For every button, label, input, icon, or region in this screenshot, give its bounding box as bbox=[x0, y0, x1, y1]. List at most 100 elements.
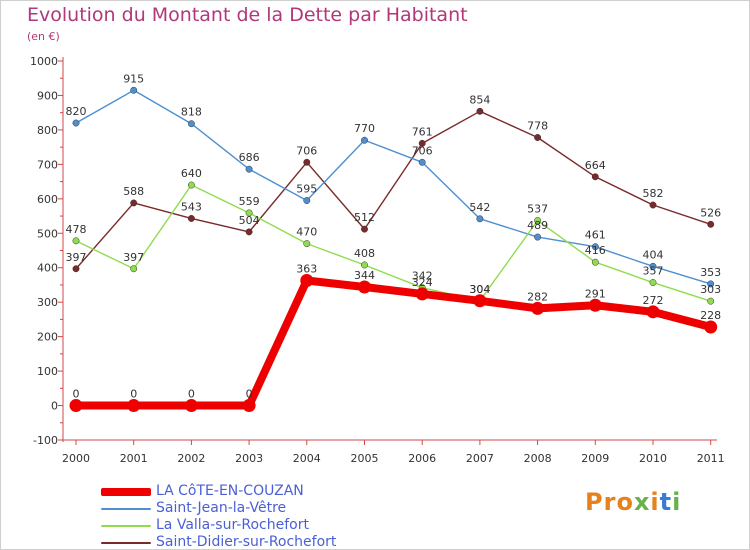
logo-letter: x bbox=[633, 488, 651, 516]
data-point bbox=[361, 261, 368, 269]
data-label: 504 bbox=[239, 214, 260, 227]
data-label: 404 bbox=[643, 248, 664, 261]
data-point bbox=[130, 199, 138, 207]
legend-swatch bbox=[101, 488, 151, 496]
data-label: 397 bbox=[66, 251, 87, 264]
data-point bbox=[72, 119, 80, 127]
data-point bbox=[72, 265, 80, 273]
data-label: 640 bbox=[181, 167, 202, 180]
data-point bbox=[245, 165, 253, 173]
data-label: 357 bbox=[643, 265, 664, 278]
data-label: 304 bbox=[469, 283, 490, 296]
data-label: 542 bbox=[469, 201, 490, 214]
data-point bbox=[707, 280, 715, 288]
y-tick-label: 0 bbox=[51, 400, 58, 413]
data-label: 0 bbox=[188, 388, 195, 401]
data-point bbox=[69, 399, 83, 413]
data-label: 582 bbox=[643, 187, 664, 200]
axes bbox=[62, 57, 717, 442]
data-label: 559 bbox=[239, 195, 260, 208]
data-label: 353 bbox=[700, 266, 721, 279]
x-tick-label: 2001 bbox=[120, 452, 148, 465]
x-tick-label: 2007 bbox=[466, 452, 494, 465]
data-label: 512 bbox=[354, 211, 375, 224]
y-tick-label: 200 bbox=[37, 331, 58, 344]
data-point bbox=[130, 86, 138, 94]
series-line bbox=[72, 276, 715, 410]
x-ticks: 2000 2001 2002 2003 2004 2005 2006 2007 2008 2009… bbox=[62, 440, 725, 465]
x-tick-label: 2000 bbox=[62, 452, 90, 465]
series-highlight bbox=[69, 273, 718, 413]
data-point bbox=[415, 287, 429, 301]
logo-letter: r bbox=[603, 488, 617, 516]
data-label: 664 bbox=[585, 159, 606, 172]
data-point bbox=[361, 136, 368, 144]
data-point bbox=[300, 273, 314, 287]
data-label: 0 bbox=[73, 388, 80, 401]
y-tick-label: -100 bbox=[33, 434, 58, 447]
data-point bbox=[707, 220, 715, 228]
data-label: 778 bbox=[527, 119, 548, 132]
x-tick-label: 2002 bbox=[177, 452, 205, 465]
legend-swatch bbox=[101, 525, 151, 527]
data-label: 915 bbox=[123, 72, 144, 85]
logo-letter: o bbox=[616, 488, 634, 516]
y-tick-label: 800 bbox=[37, 124, 58, 137]
data-label: 706 bbox=[296, 144, 317, 157]
data-label: 470 bbox=[296, 226, 317, 239]
data-point bbox=[588, 298, 602, 312]
series-line bbox=[75, 89, 712, 285]
data-point bbox=[591, 173, 599, 181]
x-tick-label: 2003 bbox=[235, 452, 263, 465]
y-tick-label: 700 bbox=[37, 158, 58, 171]
x-tick-label: 2004 bbox=[293, 452, 321, 465]
data-point bbox=[704, 320, 718, 334]
data-point bbox=[476, 107, 484, 115]
y-tick-label: 400 bbox=[37, 262, 58, 275]
data-label: 489 bbox=[527, 219, 548, 232]
data-label: 363 bbox=[296, 262, 317, 275]
data-label: 478 bbox=[66, 223, 87, 236]
data-point bbox=[303, 197, 311, 204]
data-label: 282 bbox=[527, 290, 548, 303]
logo-letter: t bbox=[659, 488, 673, 516]
series-2 bbox=[72, 181, 715, 305]
legend-label: Saint-Jean-la-Vêtre bbox=[156, 500, 287, 516]
x-tick-label: 2008 bbox=[524, 452, 552, 465]
data-point bbox=[187, 120, 195, 128]
data-point bbox=[591, 258, 599, 266]
data-point bbox=[184, 399, 198, 413]
legend-swatch bbox=[101, 542, 151, 544]
x-tick-label: 2011 bbox=[697, 452, 725, 465]
data-label: 595 bbox=[296, 183, 317, 196]
x-tick-label: 2006 bbox=[408, 452, 436, 465]
data-label: 526 bbox=[700, 206, 721, 219]
y-tick-label: 1000 bbox=[30, 55, 58, 68]
data-label: 304 bbox=[469, 283, 490, 296]
data-point bbox=[72, 237, 80, 245]
data-point bbox=[534, 134, 542, 141]
data-label: 543 bbox=[181, 200, 202, 213]
data-label: 706 bbox=[412, 144, 433, 157]
x-tick-label: 2009 bbox=[581, 452, 609, 465]
legend-label: LA CôTE-EN-COUZAN bbox=[156, 483, 304, 499]
data-point bbox=[358, 280, 371, 294]
legend-label: Saint-Didier-sur-Rochefort bbox=[156, 534, 337, 550]
data-label: 761 bbox=[412, 125, 433, 138]
y-ticks: -100 0 100 200 300 400 500 600 700 800 900 1000 bbox=[30, 55, 63, 447]
data-point bbox=[418, 158, 426, 166]
data-label: 686 bbox=[239, 151, 260, 164]
chart-title: Evolution du Montant de la Dette par Hab… bbox=[27, 4, 468, 26]
data-label: 408 bbox=[354, 247, 375, 260]
data-label: 588 bbox=[123, 185, 144, 198]
data-labels: 397 588 543 504 706 512 761 854 778 664 582 526 820 9… bbox=[66, 72, 722, 400]
data-label: 0 bbox=[130, 388, 137, 401]
logo-letter: i bbox=[650, 488, 660, 516]
data-point bbox=[646, 305, 660, 319]
data-label: 770 bbox=[354, 122, 375, 135]
y-tick-label: 600 bbox=[37, 193, 58, 206]
x-tick-label: 2010 bbox=[639, 452, 667, 465]
data-point bbox=[130, 265, 138, 273]
